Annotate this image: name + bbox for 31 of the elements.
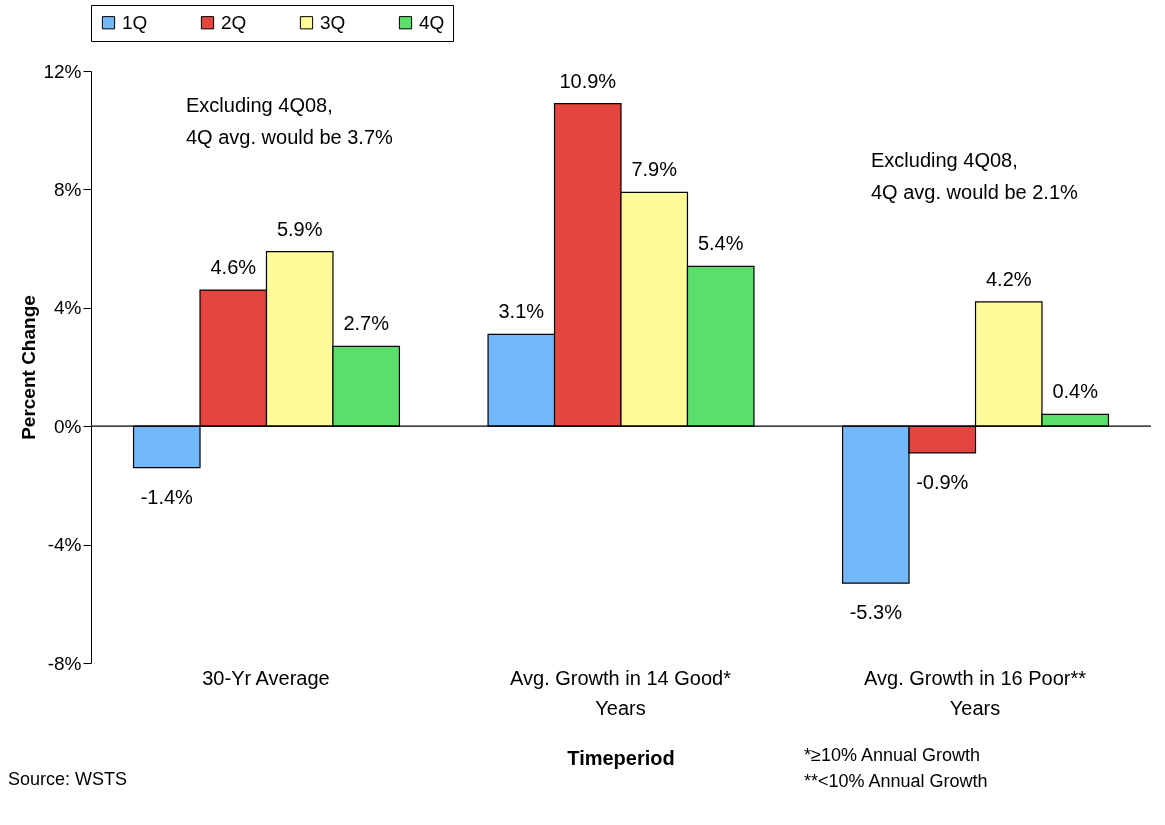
annotation: Excluding 4Q08, 4Q avg. would be 2.1% [871,149,1079,203]
x-tick-label: 30-Yr Average [202,667,330,689]
data-label: 3.1% [498,300,545,323]
legend-label: 4Q [419,11,445,33]
x-tick-label: Avg. Growth in 14 Good* Years [510,667,732,719]
y-axis-title: Percent Change [18,295,40,440]
y-tick-label: 4% [54,297,82,319]
x-axis-title: Timeperiod [567,747,675,769]
data-label: -1.4% [140,485,194,508]
data-label: 2.7% [343,312,390,335]
legend-label: 3Q [320,11,346,33]
data-label: 4.2% [985,267,1032,290]
legend-label: 1Q [122,11,148,33]
data-label: 4.6% [210,256,257,279]
x-tick-label: Avg. Growth in 16 Poor** Years [864,667,1087,719]
y-tick-label: -4% [47,534,82,556]
y-tick-label: 8% [54,178,82,200]
legend-label: 2Q [221,11,247,33]
source-note: Source: WSTS [8,769,128,789]
data-label: 5.4% [697,232,744,255]
data-label: 5.9% [276,217,323,240]
y-tick-label: 0% [54,415,82,437]
text: *≥10% Annual Growth **<10% Annual Growth [804,745,988,791]
data-label: -5.3% [849,601,903,624]
data-label: 10.9% [559,69,617,92]
y-tick-label: 12% [43,60,82,82]
data-label: -0.9% [916,470,969,493]
y-tick-label: -8% [47,652,82,674]
data-label: 0.4% [1052,380,1099,403]
data-label: 7.9% [631,158,678,181]
annotation: Excluding 4Q08, 4Q avg. would be 3.7% [186,94,394,148]
